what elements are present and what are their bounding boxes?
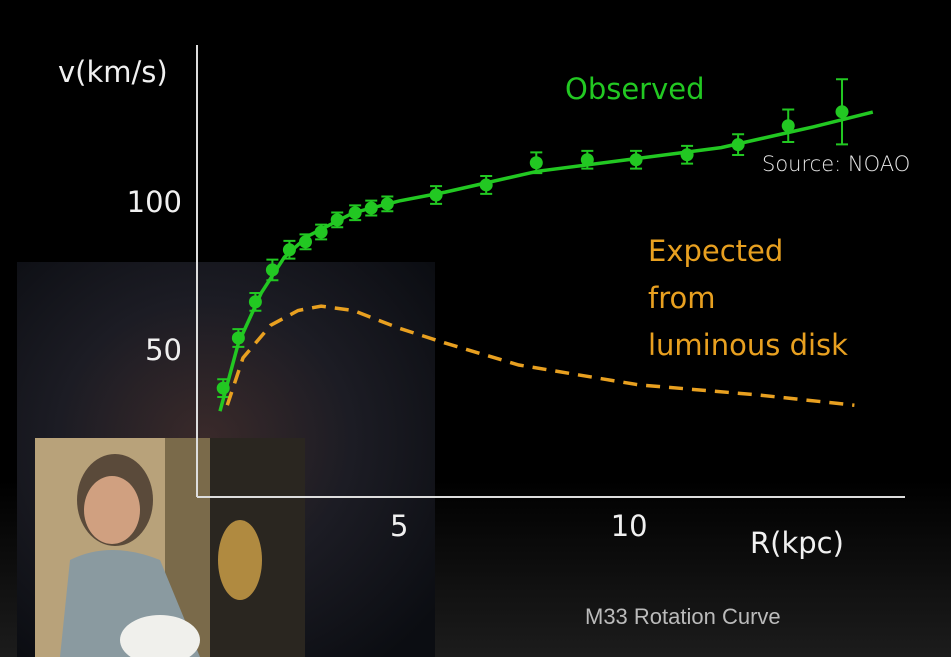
y-tick-label: 50 (145, 333, 182, 367)
data-point (232, 332, 245, 345)
data-point (349, 206, 362, 219)
data-point (381, 197, 394, 210)
y-tick-label: 100 (127, 185, 182, 219)
data-point (283, 243, 296, 256)
data-point (581, 153, 594, 166)
data-point (836, 105, 849, 118)
data-point (315, 226, 328, 239)
source: Source: NOAO (762, 152, 910, 176)
data-point (732, 138, 745, 151)
data-point (299, 235, 312, 248)
data-point (217, 382, 230, 395)
y-axis-label: v(km/s) (58, 55, 168, 89)
data-point (365, 202, 378, 215)
legend-label-observed: Observed (565, 72, 705, 106)
data-point (430, 189, 443, 202)
x-tick-label: 5 (390, 509, 408, 543)
page: {"chart_data": { "type": "line", "xlabel… (0, 0, 951, 657)
data-point (266, 263, 279, 276)
data-point (331, 213, 344, 226)
data-point (480, 178, 493, 191)
x-tick-label: 10 (611, 509, 648, 543)
x-axis-label: R(kpc) (750, 526, 844, 560)
data-point (630, 153, 643, 166)
data-point (681, 148, 694, 161)
subtitle: M33 Rotation Curve (585, 604, 781, 629)
legend-label-expected: Expected from luminous disk (648, 228, 848, 369)
photo (35, 438, 305, 657)
data-point (249, 295, 262, 308)
data-point (782, 119, 795, 132)
data-point (530, 156, 543, 169)
